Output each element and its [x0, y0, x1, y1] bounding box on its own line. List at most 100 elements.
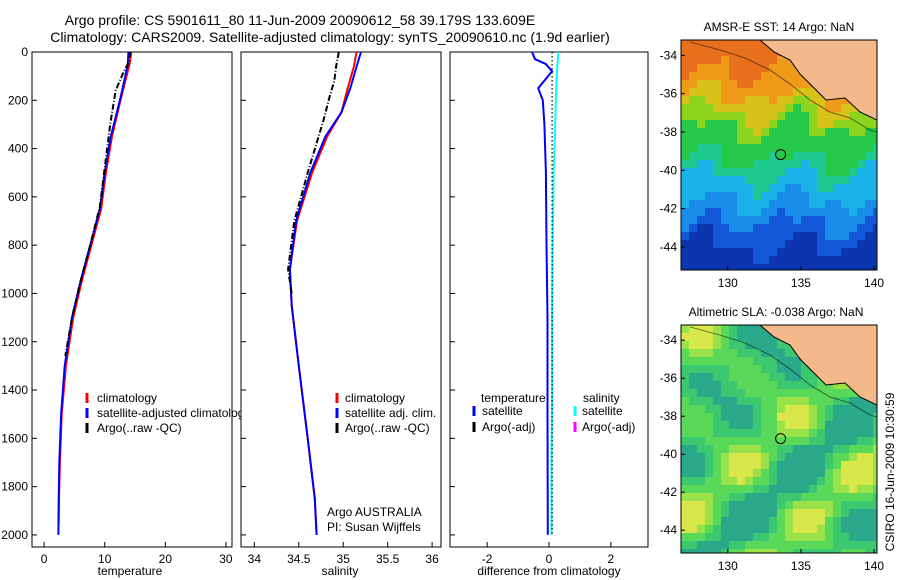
sla-cell-314: [793, 421, 802, 430]
sla-cell-549: [873, 493, 877, 502]
sla-cell-662: [777, 533, 786, 542]
sla-cell-208: [745, 389, 754, 398]
sla-cell-350: [681, 437, 690, 446]
sla-cell-458: [745, 469, 754, 478]
temperature-legend: climatology satellite-adjusted climatolo…: [85, 391, 250, 435]
sst-cell-586: [769, 224, 778, 233]
sla-cell-535: [761, 493, 770, 502]
sst-cell-647: [857, 240, 866, 249]
sla-cell-211: [769, 389, 778, 398]
sst-cell-78: [705, 64, 714, 73]
sla-cell-648: [865, 525, 874, 534]
sla-cell-189: [793, 381, 802, 390]
sla-cell-81: [729, 349, 738, 358]
sst-cell-426: [689, 176, 698, 185]
sla-cell-200: [681, 389, 690, 398]
sst-cell-362: [777, 152, 786, 161]
sla-cell-683: [745, 541, 754, 550]
sla-cell-679: [713, 541, 722, 550]
sst-cell-674: [873, 248, 877, 257]
sst-cell-597: [857, 224, 866, 233]
sst-cell-456: [729, 184, 738, 193]
sst-cell-392: [817, 160, 826, 169]
sla-cell-246: [849, 397, 858, 406]
sla-cell-552: [697, 501, 706, 510]
sst-cell-432: [737, 176, 746, 185]
sla-cell-498: [865, 477, 874, 486]
sla-cell-395: [841, 445, 850, 454]
legend-diff-temp-heading: temperature: [481, 391, 546, 405]
sst-cell-390: [801, 160, 810, 169]
sla-cell-7: [737, 325, 746, 334]
sla-cell-310: [761, 421, 770, 430]
sla-cell-586: [769, 509, 778, 518]
sst-cell-184: [753, 96, 762, 105]
sla-cell-422: [857, 453, 866, 462]
sla-cell-110: [761, 357, 770, 366]
sst-cell-576: [689, 224, 698, 233]
sla-cell-139: [793, 365, 802, 374]
sla-cell-276: [689, 413, 698, 422]
sla-cell-316: [809, 421, 818, 430]
legend-sal-satellite-label: satellite adj. clim.: [345, 406, 436, 420]
sla-cell-280: [721, 413, 730, 422]
sst-cell-411: [769, 168, 778, 177]
sla-cell-565: [801, 501, 810, 510]
sla-cell-403: [705, 453, 714, 462]
sst-cell-412: [777, 168, 786, 177]
sst-cell-180: [721, 96, 730, 105]
sst-cell-54: [713, 56, 722, 65]
sst-cell-111: [769, 72, 778, 81]
sst-cell-369: [833, 152, 842, 161]
temperature-panel: 0 10 20 30 0 200 400 600 800 1000 1200 1400 1600 1800…: [1, 45, 250, 578]
sla-cell-250: [681, 405, 690, 414]
sla-cell-616: [809, 517, 818, 526]
sla-cell-162: [777, 373, 786, 382]
sla-cell-180: [721, 381, 730, 390]
sla-cell-128: [705, 365, 714, 374]
sst-cell-486: [769, 192, 778, 201]
salinity-xlabel: salinity: [322, 564, 359, 578]
sla-cell-463: [785, 469, 794, 478]
sla-cell-402: [697, 453, 706, 462]
sst-cell-163: [785, 88, 794, 97]
sst-cell-335: [761, 144, 770, 153]
sst-cell-523: [865, 200, 874, 209]
sla-cell-302: [697, 421, 706, 430]
sla-cell-424: [873, 453, 877, 462]
sla-cell-437: [777, 461, 786, 470]
sst-cell-349: [873, 144, 877, 153]
sla-cell-30: [721, 333, 730, 342]
sla-cell-697: [857, 541, 866, 550]
sla-cell-277: [697, 413, 706, 422]
sla-cell-163: [785, 373, 794, 382]
sst-cell-405: [721, 168, 730, 177]
sla-cell-304: [713, 421, 722, 430]
sst-cell-572: [857, 216, 866, 225]
sst-cell-519: [833, 200, 842, 209]
sst-map-ticks: 130 135 140 -34 -36 -38 -40 -42 -44: [660, 48, 885, 290]
sla-cell-127: [697, 365, 706, 374]
sla-cell-593: [825, 509, 834, 518]
sla-cell-527: [697, 493, 706, 502]
sla-cell-584: [753, 509, 762, 518]
sst-cell-526: [689, 208, 698, 217]
sst-cell-108: [745, 72, 754, 81]
sst-cell-371: [849, 152, 858, 161]
sla-cell-193: [825, 381, 834, 390]
sst-cell-385: [761, 160, 770, 169]
sla-cell-205: [721, 389, 730, 398]
sla-cell-639: [793, 525, 802, 534]
sla-cell-374: [873, 437, 877, 446]
sla-cell-477: [697, 477, 706, 486]
sst-cell-544: [833, 208, 842, 217]
sla-cell-383: [745, 445, 754, 454]
sla-cell-203: [705, 389, 714, 398]
sla-cell-471: [849, 469, 858, 478]
sst-cell-609: [753, 232, 762, 241]
sst-cell-434: [753, 176, 762, 185]
sst-cell-397: [857, 160, 866, 169]
sla-cell-388: [785, 445, 794, 454]
sst-cell-627: [697, 240, 706, 249]
difference-axes-box: [449, 51, 649, 548]
